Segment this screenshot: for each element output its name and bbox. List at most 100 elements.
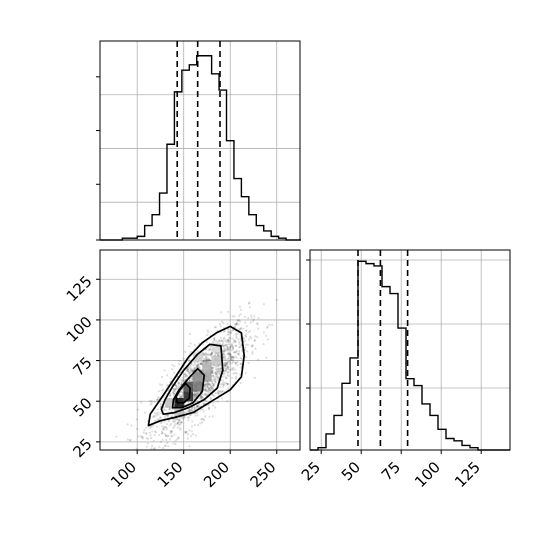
scatter-point: [219, 390, 222, 393]
scatter-point: [182, 377, 185, 380]
scatter-point: [245, 343, 248, 347]
scatter-point: [200, 421, 204, 424]
scatter-point: [257, 317, 260, 320]
scatter-point: [227, 352, 230, 355]
scatter-point: [185, 430, 188, 433]
scatter-point: [152, 415, 155, 418]
scatter-point: [227, 338, 230, 341]
scatter-point: [224, 363, 227, 367]
scatter-point: [170, 410, 173, 413]
scatter-point: [234, 362, 237, 365]
scatter-point: [151, 430, 154, 433]
scatter-point: [204, 415, 207, 418]
scatter-point: [257, 358, 260, 361]
scatter-point: [216, 352, 219, 355]
scatter-point: [246, 343, 250, 346]
scatter-point: [195, 393, 198, 396]
scatter-point: [136, 408, 139, 411]
scatter-point: [213, 338, 216, 341]
scatter-point: [173, 365, 176, 368]
scatter-point: [141, 436, 144, 439]
scatter-point: [187, 419, 190, 422]
scatter-point: [159, 403, 162, 406]
scatter-point: [186, 369, 189, 372]
scatter-point: [214, 392, 217, 395]
scatter-point: [222, 350, 225, 353]
x-marginal-histogram: [96, 40, 301, 241]
scatter-point: [203, 384, 206, 387]
scatter-point: [199, 363, 203, 366]
scatter-point: [176, 386, 179, 389]
scatter-point: [227, 371, 230, 374]
scatter-point: [206, 334, 209, 337]
scatter-point: [148, 427, 151, 430]
scatter-point: [164, 434, 168, 437]
scatter-point: [237, 332, 240, 335]
scatter-point: [188, 429, 191, 432]
scatter-point: [175, 386, 178, 390]
scatter-point: [216, 370, 219, 373]
scatter-point: [243, 315, 247, 318]
scatter-point: [203, 385, 206, 389]
scatter-point: [206, 385, 209, 388]
scatter-point: [204, 389, 207, 393]
scatter-point: [184, 373, 187, 376]
scatter-point: [230, 357, 233, 360]
scatter-point: [215, 339, 218, 342]
scatter-point: [207, 388, 210, 391]
scatter-point: [214, 371, 217, 374]
scatter-point: [211, 382, 214, 385]
scatter-point: [159, 416, 162, 419]
scatter-point: [206, 360, 209, 363]
scatter-point: [173, 433, 176, 436]
scatter-point: [234, 350, 237, 353]
scatter-point: [230, 344, 233, 347]
joint-frame: [99, 249, 301, 451]
scatter-point: [244, 321, 247, 324]
scatter-point: [220, 391, 223, 394]
scatter-point: [223, 363, 226, 366]
scatter-point: [184, 431, 187, 434]
scatter-point: [215, 373, 218, 376]
scatter-point: [177, 382, 180, 385]
scatter-point: [173, 371, 176, 374]
density-cell-7: [211, 355, 221, 366]
scatter-point: [211, 370, 214, 373]
scatter-point: [212, 376, 216, 379]
scatter-point: [168, 424, 171, 427]
scatter-point: [179, 428, 182, 431]
scatter-point: [155, 411, 158, 414]
scatter-point: [170, 377, 173, 380]
scatter-point: [223, 350, 226, 353]
scatter-point: [211, 387, 214, 390]
scatter-point: [245, 329, 248, 332]
scatter-point: [228, 339, 231, 342]
scatter-point: [200, 362, 203, 365]
scatter-point: [208, 415, 211, 418]
scatter-point: [153, 419, 156, 422]
scatter-point: [184, 350, 187, 353]
scatter-point: [238, 350, 241, 353]
scatter-point: [210, 385, 213, 388]
scatter-point: [194, 367, 197, 370]
scatter-point: [190, 430, 193, 433]
scatter-point: [223, 369, 226, 372]
scatter-point: [202, 351, 205, 354]
scatter-point: [205, 359, 208, 362]
scatter-point: [202, 360, 205, 363]
scatter-point: [152, 415, 155, 418]
scatter-point: [190, 407, 193, 410]
scatter-point: [206, 357, 209, 360]
scatter-point: [198, 403, 201, 406]
scatter-point: [193, 393, 196, 396]
scatter-point: [225, 367, 228, 370]
scatter-point: [225, 377, 228, 380]
scatter-point: [211, 340, 214, 344]
scatter-point: [184, 375, 188, 378]
scatter-point: [214, 378, 217, 381]
scatter-point: [172, 392, 175, 395]
scatter-point: [218, 372, 221, 375]
scatter-point: [227, 330, 230, 334]
scatter-point: [188, 445, 191, 448]
scatter-point: [145, 445, 148, 448]
